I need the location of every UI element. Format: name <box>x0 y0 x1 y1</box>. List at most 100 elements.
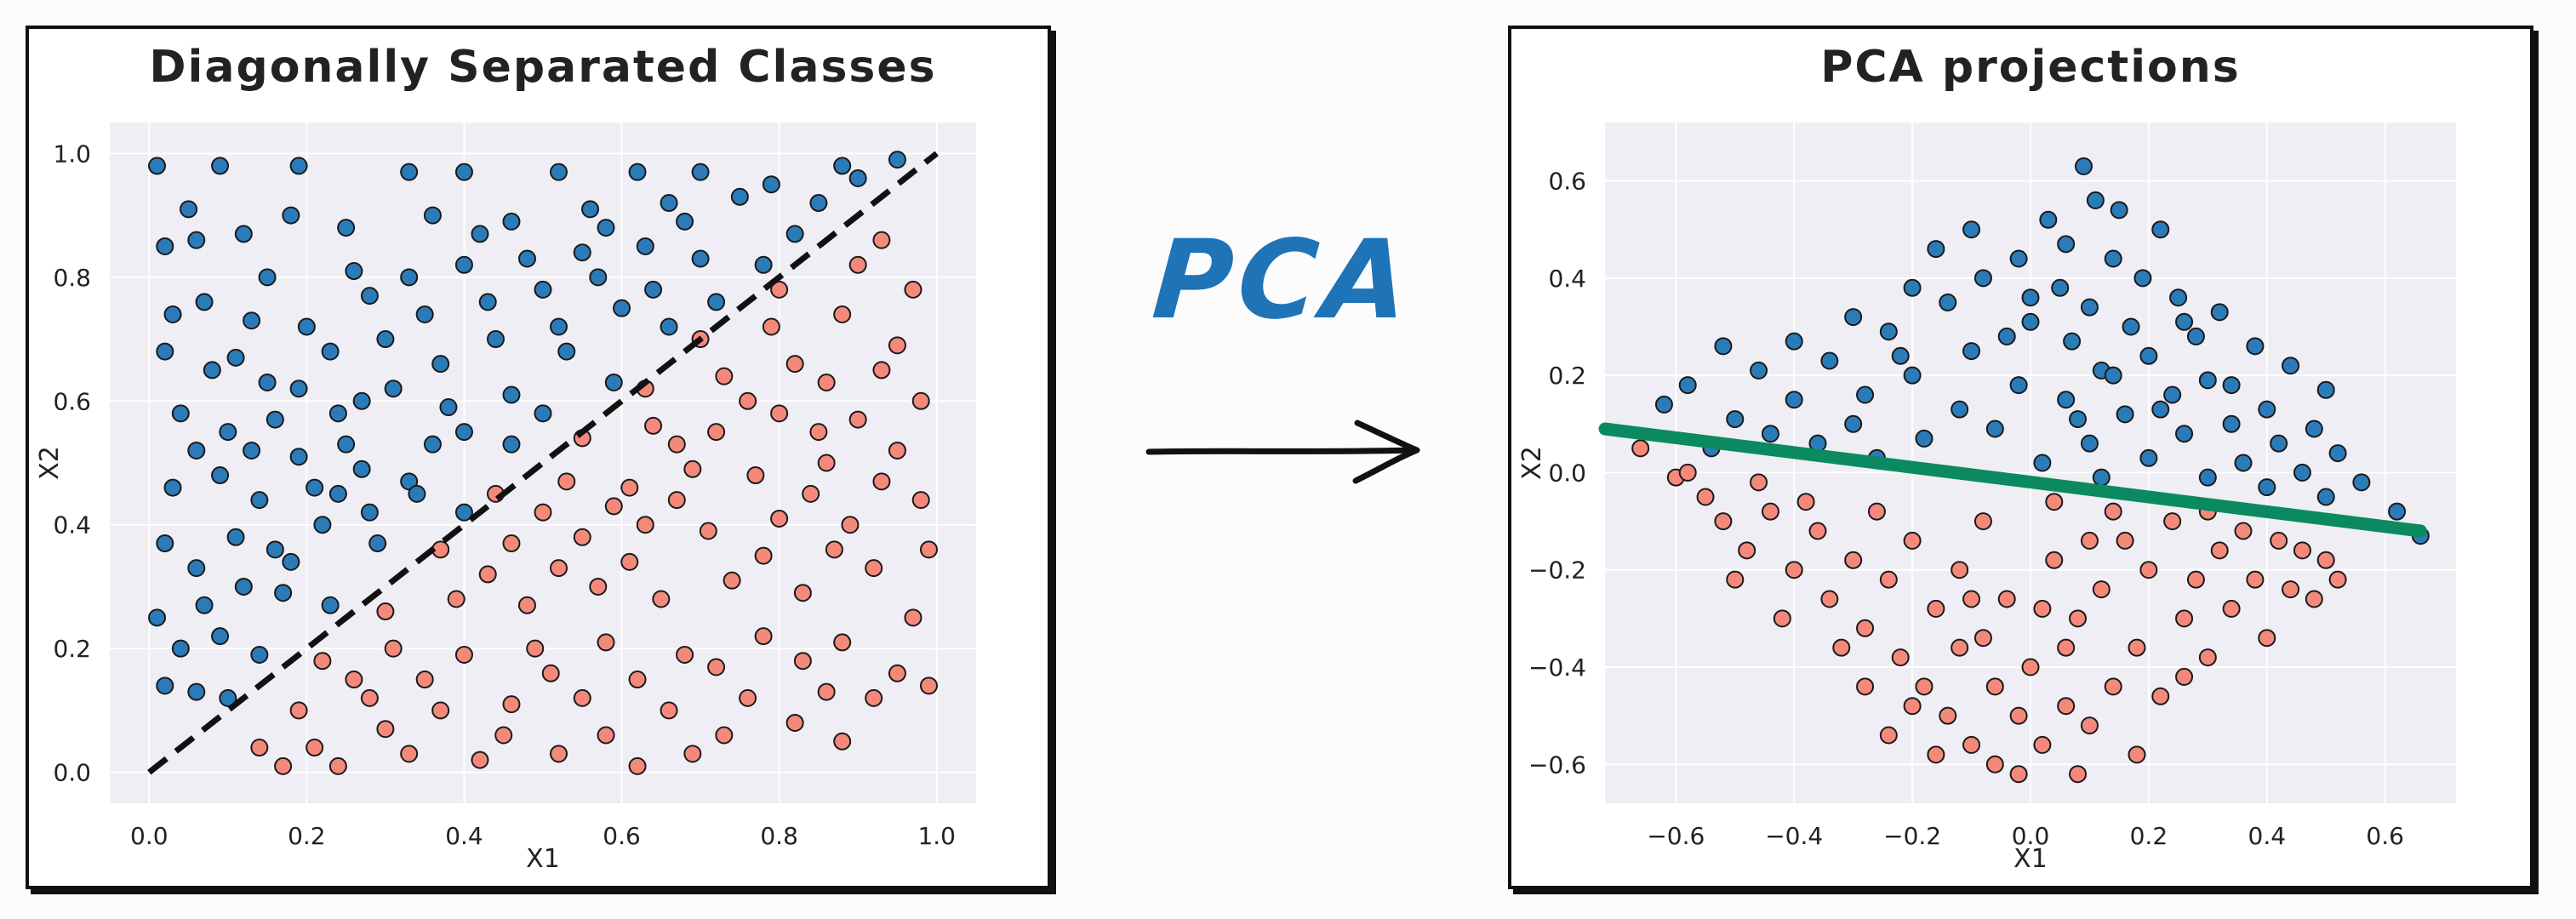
chart-title: Diagonally Separated Classes <box>149 42 936 93</box>
data-point <box>1867 502 1886 521</box>
data-point <box>2169 288 2188 307</box>
data-point <box>888 151 906 169</box>
data-point <box>620 478 639 497</box>
data-point <box>1726 570 1745 589</box>
data-point <box>872 472 891 491</box>
data-point <box>770 280 789 299</box>
data-point <box>282 206 300 225</box>
data-point <box>211 157 230 175</box>
data-point <box>1939 293 1957 311</box>
data-point <box>2057 235 2076 254</box>
data-point <box>1808 522 1827 540</box>
data-point <box>2282 357 2300 375</box>
data-point <box>1985 755 2004 773</box>
data-point <box>2305 590 2323 608</box>
data-point <box>660 701 678 720</box>
data-point <box>2069 609 2088 628</box>
data-point <box>604 497 623 516</box>
data-point <box>1796 493 1815 511</box>
data-point <box>2009 376 2028 395</box>
data-point <box>2258 400 2276 419</box>
data-point <box>423 206 442 225</box>
y-tick-label: 0.4 <box>53 511 91 539</box>
data-point <box>2057 697 2076 716</box>
data-point <box>352 460 371 478</box>
data-point <box>2063 332 2082 351</box>
data-point <box>2092 468 2110 487</box>
right-arrow-icon <box>1145 420 1420 484</box>
data-point <box>833 305 852 323</box>
data-point <box>1856 385 1875 404</box>
data-point <box>1750 361 1768 380</box>
data-point <box>502 435 521 454</box>
data-point <box>2186 570 2205 589</box>
data-point <box>683 745 702 763</box>
data-point <box>1696 488 1715 506</box>
data-point <box>833 633 852 652</box>
data-point <box>2222 376 2241 395</box>
data-point <box>1726 410 1745 429</box>
data-point <box>400 268 419 287</box>
x-tick-label: 0.2 <box>2130 822 2168 850</box>
data-point <box>715 367 734 385</box>
data-point <box>2163 512 2182 531</box>
data-point <box>2293 541 2311 560</box>
data-point <box>360 503 379 522</box>
data-point <box>226 528 245 546</box>
data-point <box>454 255 473 274</box>
x-tick-label: 0.6 <box>603 822 641 850</box>
data-point <box>628 756 647 775</box>
data-point <box>589 577 608 596</box>
data-point <box>557 342 576 361</box>
data-point <box>266 410 284 429</box>
data-point <box>478 293 497 311</box>
data-point <box>1951 561 1969 579</box>
data-point <box>156 676 174 695</box>
data-point <box>739 391 757 410</box>
data-point <box>2222 414 2241 433</box>
data-point <box>2122 317 2140 336</box>
data-point <box>526 639 545 658</box>
data-point <box>156 534 174 553</box>
data-point <box>337 435 356 454</box>
data-point <box>211 466 230 485</box>
data-point <box>2021 288 2040 307</box>
data-point <box>557 472 576 491</box>
data-point <box>431 701 450 720</box>
data-point <box>1915 429 1933 448</box>
data-point <box>762 175 780 194</box>
data-point <box>589 268 608 287</box>
data-point <box>1856 677 1875 696</box>
data-point <box>1631 439 1650 458</box>
data-point <box>345 671 363 689</box>
data-point <box>1927 240 1945 259</box>
data-point <box>848 410 867 429</box>
y-tick-label: 0.4 <box>1548 265 1586 293</box>
data-point <box>667 491 686 510</box>
data-point <box>454 645 473 664</box>
data-point <box>2051 278 2070 297</box>
data-point <box>739 688 757 707</box>
data-point <box>258 268 277 287</box>
y-tick-label: −0.2 <box>1528 557 1586 585</box>
data-point <box>2069 410 2088 429</box>
data-point <box>2057 391 2076 409</box>
data-point <box>2316 380 2335 399</box>
data-point <box>1985 420 2004 438</box>
data-point <box>1927 745 1945 764</box>
data-point <box>156 342 174 361</box>
data-point <box>502 695 521 714</box>
data-point <box>2139 561 2158 579</box>
data-point <box>2198 468 2217 487</box>
data-point <box>1750 473 1768 492</box>
data-point <box>785 225 804 243</box>
data-point <box>1714 337 1733 356</box>
data-point <box>754 255 773 274</box>
data-point <box>802 484 820 503</box>
data-point <box>817 373 836 391</box>
data-point <box>2328 570 2347 589</box>
data-point <box>904 608 922 627</box>
data-point <box>691 163 710 181</box>
data-point <box>730 187 749 206</box>
data-point <box>904 280 922 299</box>
